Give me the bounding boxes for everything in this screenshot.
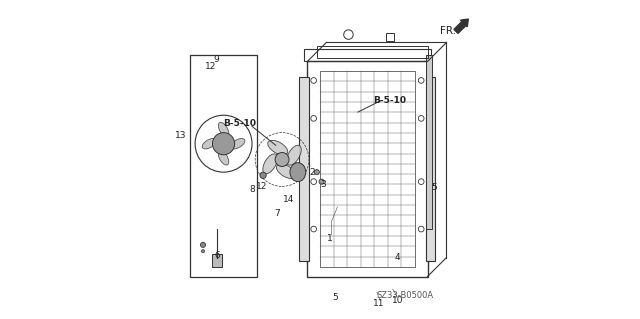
Text: 10: 10: [392, 296, 403, 305]
FancyArrow shape: [454, 19, 468, 33]
Circle shape: [319, 179, 324, 184]
Ellipse shape: [202, 138, 216, 149]
Bar: [426, 55, 432, 229]
Text: B-5-10: B-5-10: [373, 97, 406, 106]
Text: B-5-10: B-5-10: [223, 119, 256, 128]
Text: 14: 14: [283, 195, 294, 204]
Circle shape: [314, 170, 319, 175]
Bar: [387, 33, 394, 41]
Ellipse shape: [268, 140, 288, 155]
Ellipse shape: [230, 138, 245, 149]
Bar: [304, 49, 431, 62]
Ellipse shape: [287, 145, 301, 165]
Bar: [212, 254, 222, 267]
Text: 9: 9: [214, 56, 220, 64]
Text: 13: 13: [175, 131, 187, 140]
Text: 12: 12: [256, 182, 267, 191]
Text: 11: 11: [372, 299, 384, 308]
Bar: [426, 77, 435, 261]
Text: 12: 12: [205, 62, 216, 71]
Ellipse shape: [276, 164, 296, 179]
Text: 7: 7: [275, 209, 280, 218]
Text: 5: 5: [431, 183, 436, 192]
Bar: [190, 55, 257, 277]
Circle shape: [260, 172, 266, 178]
Circle shape: [275, 152, 289, 167]
Circle shape: [200, 242, 205, 248]
Ellipse shape: [218, 122, 228, 137]
Text: 8: 8: [249, 185, 255, 194]
Text: FR.: FR.: [440, 26, 456, 36]
Ellipse shape: [263, 154, 278, 174]
Ellipse shape: [290, 163, 306, 182]
Circle shape: [212, 133, 235, 155]
Text: 2: 2: [310, 168, 316, 177]
Bar: [300, 77, 309, 261]
Bar: [307, 62, 428, 277]
Bar: [320, 71, 415, 267]
Circle shape: [202, 250, 205, 253]
Text: 5: 5: [332, 293, 338, 301]
Text: 4: 4: [395, 253, 400, 262]
Ellipse shape: [218, 151, 228, 165]
Text: 6: 6: [214, 251, 220, 260]
Circle shape: [216, 136, 232, 152]
Text: SZ33-B0500A: SZ33-B0500A: [377, 291, 434, 300]
Text: 3: 3: [320, 180, 326, 189]
Text: 1: 1: [326, 234, 332, 243]
Bar: [317, 46, 428, 58]
